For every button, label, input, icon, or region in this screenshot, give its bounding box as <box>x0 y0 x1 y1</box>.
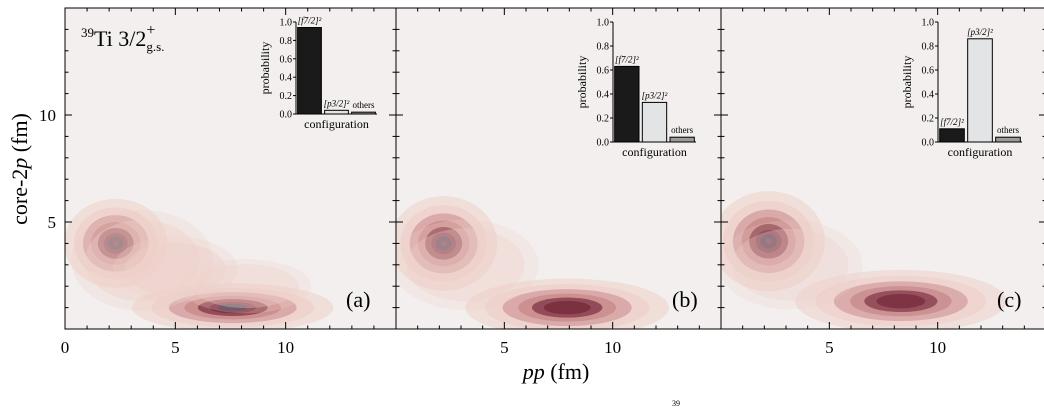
density-contour <box>193 264 299 309</box>
density-peak <box>396 196 498 291</box>
density-contour <box>71 210 214 312</box>
footer-fragment: 39 <box>672 399 680 408</box>
inset-bar-label: [p3/2]² <box>642 90 668 100</box>
inset-bar <box>669 136 695 143</box>
inset-y-tick-label: 1.0 <box>922 18 935 29</box>
inset-y-tick-label: 0.4 <box>280 73 293 84</box>
inset-bar-label: [f7/2]² <box>940 117 964 127</box>
density-peak <box>71 210 214 312</box>
density-contour <box>440 240 447 247</box>
density-contour <box>124 242 226 296</box>
panel-frame-c <box>720 7 1044 330</box>
inset-bar <box>641 101 668 143</box>
inset-ylabel: probability <box>900 56 914 109</box>
density-contour <box>876 293 926 309</box>
density-contour <box>406 228 525 302</box>
density-contour <box>112 240 119 246</box>
inset-bar <box>297 27 322 115</box>
density-peak <box>180 259 312 314</box>
density-peak <box>132 283 334 329</box>
density-contour <box>765 238 772 245</box>
inset-y-tick-label: 0.2 <box>280 91 293 102</box>
density-peak <box>396 219 539 310</box>
inset-y-tick-label: 0.4 <box>597 90 610 101</box>
inset-bar <box>967 38 993 143</box>
inset-bar-label: [p3/2]² <box>967 27 993 37</box>
inset-chart-b: 0.0 0.2 0.4 0.6 0.8 1.0 [f7/2]² [p3/2]² others co… <box>575 18 696 159</box>
inset-bar-label: others <box>671 125 693 135</box>
inset-xlabel: configuration <box>304 117 369 131</box>
inset-bar-label: others <box>353 100 375 110</box>
inset-y-tick-label: 0.4 <box>922 90 935 101</box>
inset-bar-label: [p3/2]² <box>324 98 350 108</box>
density-contour <box>217 304 248 312</box>
inset-chart-c: 0.0 0.2 0.4 0.6 0.8 1.0 [f7/2]² [p3/2]² others co… <box>900 18 1022 159</box>
density-map-c <box>721 191 1007 329</box>
nucleus-mass: 39 <box>81 25 94 40</box>
inset-bar-label: [f7/2]² <box>298 16 322 26</box>
inset-y-tick-label: 0.6 <box>922 66 935 77</box>
density-contour <box>112 236 238 302</box>
inset-chart-a: 0.0 0.2 0.4 0.6 0.8 1.0 [f7/2]² [p3/2]² others co… <box>258 16 377 131</box>
inset-bar <box>614 65 640 143</box>
x-tick-label: 0 <box>61 338 70 357</box>
x-tick-label: 5 <box>500 338 509 357</box>
inset-ylabel: probability <box>575 56 589 109</box>
density-peak <box>65 198 168 288</box>
density-contour <box>180 259 312 314</box>
panel-label-b: (b) <box>672 287 698 312</box>
density-contour <box>721 220 863 310</box>
x-tick-label: 10 <box>604 338 621 357</box>
inset-y-tick-label: 0.8 <box>922 42 935 53</box>
inset-bar <box>351 111 376 115</box>
inset-y-tick-label: 0.0 <box>597 138 610 149</box>
y-tick-label: 10 <box>39 106 56 125</box>
inset-ylabel: probability <box>258 42 272 95</box>
density-map-a <box>65 198 334 329</box>
inset-y-tick-label: 0.2 <box>922 114 935 125</box>
x-tick-label: 5 <box>825 338 834 357</box>
density-peak <box>721 220 863 310</box>
nucleus-parity: + <box>146 22 155 39</box>
inset-y-tick-label: 0.6 <box>280 54 293 65</box>
density-contour <box>396 219 539 310</box>
x-tick-label: 10 <box>277 338 294 357</box>
inset-bar-label: [f7/2]² <box>615 54 639 64</box>
density-peak <box>465 278 669 329</box>
density-peak <box>795 269 1007 329</box>
inset-y-tick-label: 0.8 <box>597 42 610 53</box>
nucleus-label: 39Ti 3/2+ g.s. <box>81 22 164 54</box>
density-peak <box>721 191 825 292</box>
density-contour <box>732 228 849 301</box>
inset-bar-label: others <box>997 125 1019 135</box>
panel-label-a: (a) <box>346 287 370 312</box>
inset-bar <box>995 136 1021 143</box>
svg-text:39Ti 3/2+g.s.: 39Ti 3/2+ g.s. <box>81 22 164 54</box>
panel-label-c: (c) <box>997 287 1021 312</box>
inset-y-tick-label: 0.8 <box>280 36 293 47</box>
density-map-b <box>396 196 669 329</box>
inset-y-tick-label: 0.0 <box>922 138 935 149</box>
x-axis-title: pp (fm) <box>521 359 590 384</box>
inset-xlabel: configuration <box>948 145 1013 159</box>
inset-y-tick-label: 0.0 <box>280 110 293 121</box>
density-contour <box>543 300 591 315</box>
density-peak <box>112 236 238 302</box>
inset-y-tick-label: 0.6 <box>597 66 610 77</box>
x-tick-label: 10 <box>929 338 946 357</box>
y-tick-label: 5 <box>48 213 57 232</box>
inset-bar <box>324 109 349 115</box>
inset-y-tick-label: 0.2 <box>597 114 610 125</box>
nucleus-text: Ti 3/2 <box>94 26 146 51</box>
x-tick-label: 5 <box>171 338 180 357</box>
nucleus-state: g.s. <box>146 39 164 54</box>
inset-xlabel: configuration <box>622 145 687 159</box>
density-contour <box>84 219 200 302</box>
y-axis-title: core-2p (fm) <box>7 113 32 225</box>
inset-y-tick-label: 1.0 <box>280 18 293 29</box>
inset-bar <box>939 128 965 143</box>
inset-y-tick-label: 1.0 <box>597 18 610 29</box>
